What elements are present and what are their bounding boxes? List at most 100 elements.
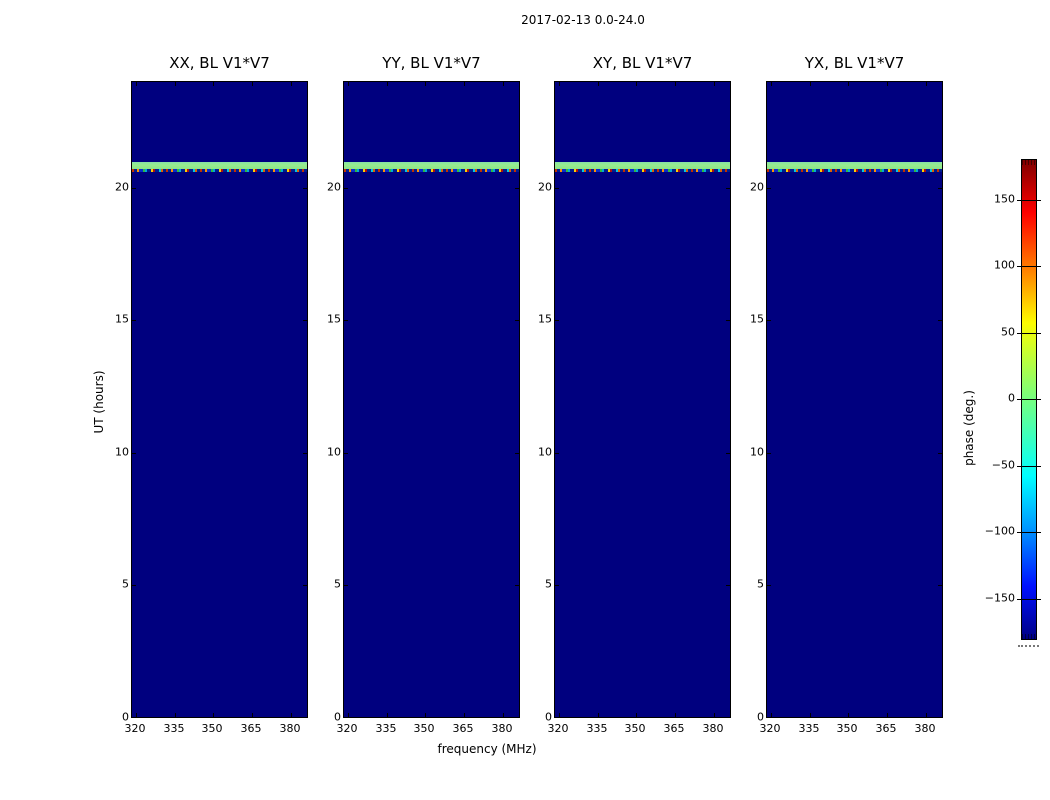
tick-mark: [132, 320, 136, 321]
colorbar-tick: [1017, 466, 1041, 467]
x-tick-label: 320: [759, 722, 781, 735]
y-tick-label: 5: [757, 577, 764, 591]
colorbar-minor-ticks-bottom: [1022, 634, 1036, 639]
tick-mark: [636, 82, 637, 86]
tick-mark: [559, 82, 560, 86]
colorbar-tick: [1017, 532, 1041, 533]
tick-mark: [848, 82, 849, 86]
plot-area-xx: [131, 81, 308, 718]
y-tick-label: 20: [750, 180, 764, 194]
y-tick-label: 10: [115, 445, 129, 459]
tick-mark: [714, 82, 715, 86]
tick-mark: [675, 713, 676, 717]
panel-xy: XY, BL V1*V7 320 335 350 365 380 0 5 10 …: [538, 54, 731, 735]
plot-area-xy: [554, 81, 731, 718]
tick-mark: [213, 82, 214, 86]
tick-mark: [213, 713, 214, 717]
tick-mark: [303, 453, 307, 454]
tick-mark: [810, 713, 811, 717]
y-tick-label: 20: [538, 180, 552, 194]
tick-mark: [132, 453, 136, 454]
y-tick-label: 10: [750, 445, 764, 459]
x-tick-label: 320: [336, 722, 358, 735]
tick-mark: [464, 713, 465, 717]
tick-mark: [559, 713, 560, 717]
phase-stripe: [767, 162, 942, 169]
colorbar-bottom-dots: [1018, 645, 1039, 647]
panel-title-xy: XY, BL V1*V7: [592, 54, 693, 72]
tick-mark: [771, 713, 772, 717]
y-tick-label: 20: [327, 180, 341, 194]
phase-stripe: [132, 162, 307, 169]
colorbar-minor-ticks-top: [1022, 160, 1036, 165]
tick-mark: [425, 82, 426, 86]
tick-mark: [464, 82, 465, 86]
tick-mark: [515, 188, 519, 189]
tick-mark: [348, 82, 349, 86]
tick-mark: [303, 585, 307, 586]
panel-yx: YX, BL V1*V7 320 335 350 365 380 0 5 10 …: [750, 54, 943, 735]
tick-mark: [767, 585, 771, 586]
x-tick-label: 380: [279, 722, 301, 735]
phase-noise-row: [767, 169, 942, 172]
y-tick-label: 0: [757, 710, 764, 724]
x-tick-label: 380: [491, 722, 513, 735]
phase-noise-row: [555, 169, 730, 172]
colorbar-axis-label: phase (deg.): [962, 390, 976, 466]
tick-mark: [726, 188, 730, 189]
y-tick-label: 0: [334, 710, 341, 724]
x-tick-label: 350: [201, 722, 223, 735]
tick-mark: [303, 188, 307, 189]
tick-mark: [387, 82, 388, 86]
colorbar-tick-label: −150: [984, 591, 1015, 605]
tick-mark: [598, 82, 599, 86]
tick-mark: [515, 453, 519, 454]
y-axis-label: UT (hours): [92, 370, 106, 434]
tick-mark: [132, 585, 136, 586]
tick-mark: [555, 585, 559, 586]
tick-mark: [938, 188, 942, 189]
x-tick-label: 365: [663, 722, 685, 735]
tick-mark: [425, 713, 426, 717]
tick-mark: [598, 713, 599, 717]
panel-title-xx: XX, BL V1*V7: [169, 54, 270, 72]
tick-mark: [132, 188, 136, 189]
tick-mark: [726, 320, 730, 321]
tick-mark: [887, 713, 888, 717]
phase-stripe: [344, 162, 519, 169]
panel-xx: XX, BL V1*V7 320 335 350 365 380 0 5 10 …: [115, 54, 308, 735]
y-tick-label: 0: [122, 710, 129, 724]
colorbar: [1017, 159, 1041, 640]
tick-mark: [252, 713, 253, 717]
tick-mark: [291, 82, 292, 86]
tick-mark: [771, 82, 772, 86]
tick-mark: [926, 82, 927, 86]
colorbar-tick-label: −50: [991, 458, 1015, 472]
colorbar-tick: [1017, 599, 1041, 600]
tick-mark: [515, 320, 519, 321]
tick-mark: [344, 453, 348, 454]
y-tick-label: 15: [327, 312, 341, 326]
x-tick-label: 365: [875, 722, 897, 735]
x-axis-label: frequency (MHz): [437, 742, 537, 756]
tick-mark: [938, 585, 942, 586]
phase-noise-row: [344, 169, 519, 172]
y-tick-label: 10: [538, 445, 552, 459]
tick-mark: [767, 453, 771, 454]
tick-mark: [726, 453, 730, 454]
y-tick-label: 5: [334, 577, 341, 591]
tick-mark: [767, 320, 771, 321]
tick-mark: [926, 713, 927, 717]
colorbar-tick: [1017, 266, 1041, 267]
tick-mark: [714, 713, 715, 717]
y-tick-label: 5: [122, 577, 129, 591]
tick-mark: [675, 82, 676, 86]
panel-yy: YY, BL V1*V7 320 335 350 365 380 0 5 10 …: [327, 54, 520, 735]
y-tick-label: 15: [115, 312, 129, 326]
tick-mark: [503, 713, 504, 717]
colorbar-tick-label: 50: [1001, 325, 1015, 339]
tick-mark: [726, 585, 730, 586]
x-tick-label: 365: [452, 722, 474, 735]
colorbar-tick: [1017, 333, 1041, 334]
tick-mark: [303, 320, 307, 321]
